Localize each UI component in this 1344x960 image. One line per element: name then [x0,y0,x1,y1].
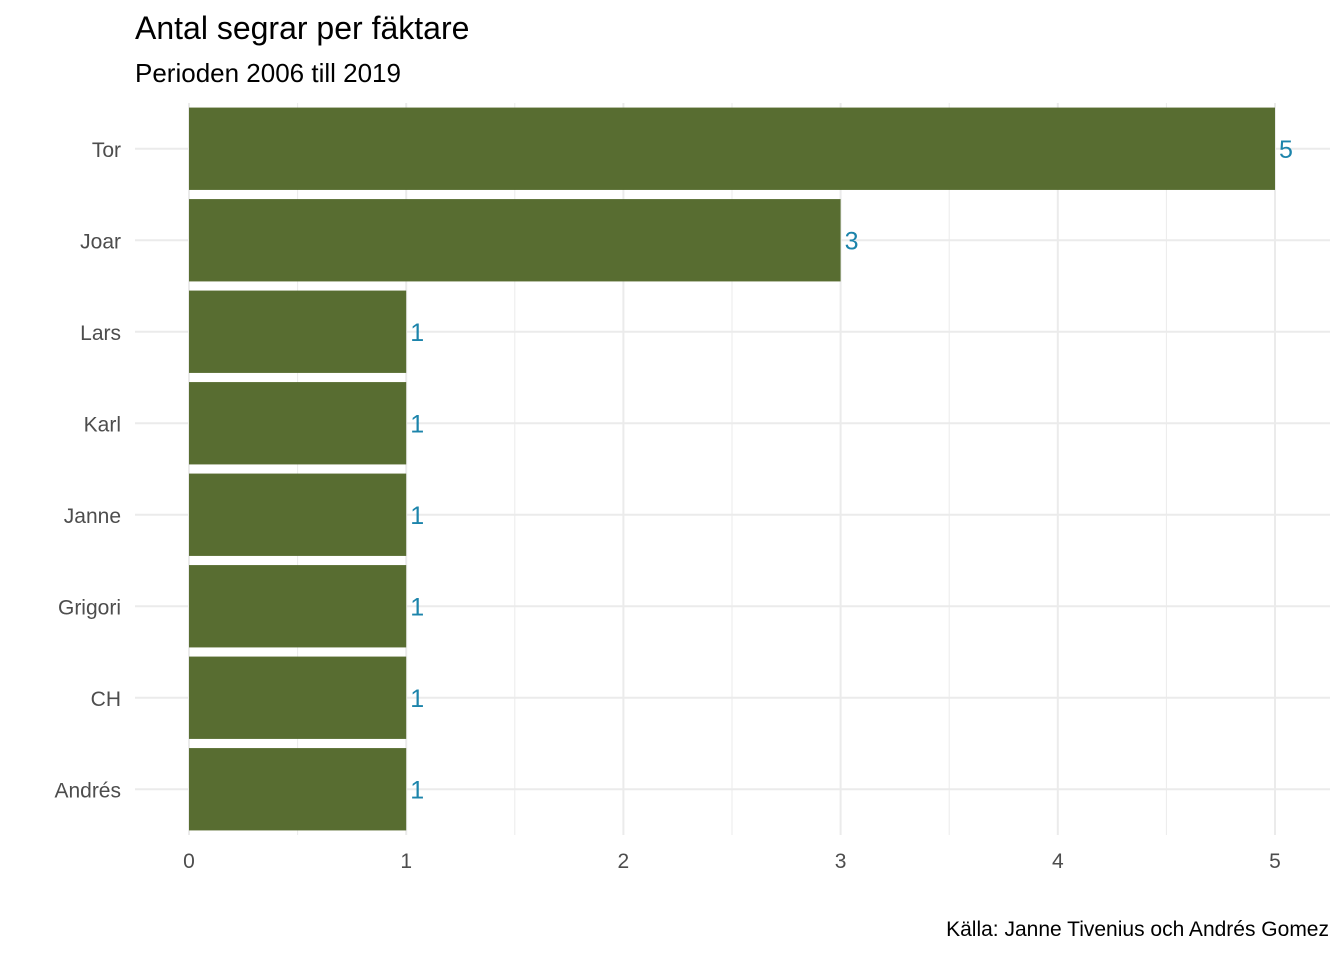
y-tick-label: Joar [80,230,121,253]
x-tick-label: 4 [1052,850,1064,873]
y-tick-label: Grigori [58,596,121,619]
bar [189,107,1275,190]
y-tick-label: Andrés [54,779,121,802]
y-tick-label: Karl [84,413,121,436]
y-tick-label: Tor [92,139,121,162]
x-tick-label: 0 [183,850,195,873]
y-axis-ticks: Tor Joar Lars Karl Janne Grigori CH Andrés [54,139,121,803]
x-axis-ticks: 0 1 2 3 4 5 [183,850,1281,873]
bar [189,473,407,556]
chart-subtitle: Perioden 2006 till 2019 [135,58,401,88]
value-label: 5 [1279,136,1293,164]
chart-title: Antal segrar per fäktare [135,10,470,46]
value-label: 1 [410,410,424,438]
y-tick-label: CH [91,688,121,711]
x-tick-label: 1 [400,850,412,873]
bars [189,107,1275,831]
bar [189,656,407,739]
bar [189,199,841,282]
x-tick-label: 2 [618,850,630,873]
value-label: 1 [410,319,424,347]
x-tick-label: 3 [835,850,847,873]
chart-caption: Källa: Janne Tivenius och Andrés Gomez [946,918,1329,941]
value-label: 1 [410,593,424,621]
bar [189,565,407,648]
y-tick-label: Janne [64,505,121,528]
x-tick-label: 5 [1269,850,1281,873]
value-labels: 5 3 1 1 1 1 1 1 [410,136,1293,805]
bar [189,382,407,465]
value-label: 1 [410,776,424,804]
value-label: 1 [410,685,424,713]
bar [189,748,407,831]
bar [189,290,407,373]
value-label: 3 [845,227,859,255]
value-label: 1 [410,502,424,530]
y-tick-label: Lars [80,322,121,345]
